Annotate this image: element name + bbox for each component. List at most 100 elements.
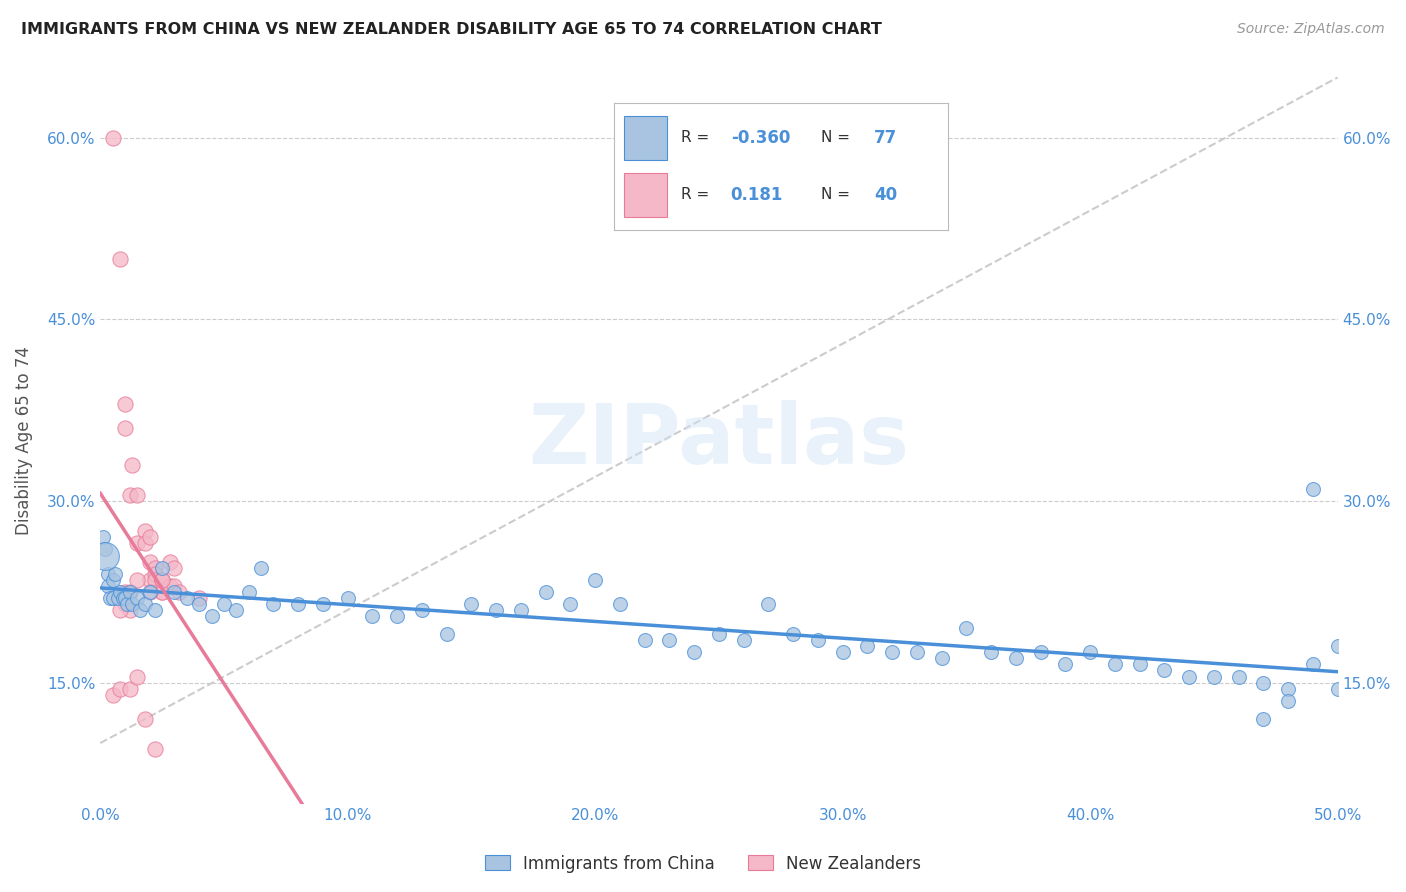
Point (150, 573, 173, 587)
Point (121, 597, 143, 611)
Point (163, 584, 186, 599)
Point (1253, 712, 1275, 726)
Point (127, 591, 149, 605)
Point (1277, 681, 1299, 696)
Point (159, 555, 181, 569)
Point (150, 573, 173, 587)
Point (312, 597, 335, 611)
Point (98, 591, 121, 605)
Point (134, 597, 156, 611)
Point (707, 627, 730, 641)
Point (139, 530, 162, 544)
Point (1178, 669, 1201, 683)
Point (460, 597, 482, 611)
Point (117, 597, 139, 611)
Point (212, 597, 235, 611)
Point (94, 549, 117, 563)
Point (134, 524, 156, 539)
Point (250, 560, 273, 574)
Point (134, 536, 156, 550)
Point (263, 597, 285, 611)
Point (114, 597, 136, 611)
Point (188, 597, 211, 611)
Point (1104, 657, 1126, 672)
Point (143, 566, 166, 581)
Point (1326, 681, 1348, 696)
Point (387, 609, 409, 624)
Text: IMMIGRANTS FROM CHINA VS NEW ZEALANDER DISABILITY AGE 65 TO 74 CORRELATION CHART: IMMIGRANTS FROM CHINA VS NEW ZEALANDER D… (21, 22, 882, 37)
Point (1302, 657, 1324, 672)
Point (931, 651, 953, 665)
Point (176, 591, 198, 605)
Point (143, 742, 166, 756)
Point (560, 597, 582, 611)
Point (150, 584, 173, 599)
Point (101, 573, 124, 587)
Point (139, 584, 162, 599)
Point (336, 591, 359, 605)
Point (238, 584, 260, 599)
Point (118, 584, 141, 599)
Point (139, 584, 162, 599)
Point (139, 573, 162, 587)
Point (97, 566, 120, 581)
Point (634, 633, 657, 648)
Point (201, 609, 224, 624)
Point (94, 542, 117, 557)
Point (683, 645, 706, 659)
Point (114, 421, 136, 435)
Point (1054, 657, 1077, 672)
Point (118, 584, 141, 599)
Point (188, 591, 211, 605)
Point (658, 633, 681, 648)
Point (1277, 694, 1299, 708)
Point (609, 597, 631, 611)
Point (139, 555, 162, 569)
Point (108, 584, 131, 599)
Point (101, 688, 124, 702)
Point (1005, 651, 1028, 665)
Point (485, 603, 508, 617)
Y-axis label: Disability Age 65 to 74: Disability Age 65 to 74 (15, 346, 32, 535)
Point (150, 573, 173, 587)
Point (163, 579, 186, 593)
Point (1202, 669, 1225, 683)
Point (101, 591, 124, 605)
Point (127, 669, 149, 683)
Point (111, 591, 134, 605)
Point (118, 603, 141, 617)
Point (758, 597, 780, 611)
Point (856, 640, 879, 654)
Point (980, 645, 1002, 659)
Point (127, 488, 149, 502)
Point (583, 573, 606, 587)
Point (955, 621, 977, 635)
Point (1129, 657, 1152, 672)
Point (159, 579, 181, 593)
Point (1326, 640, 1348, 654)
Point (101, 131, 124, 145)
Point (534, 584, 557, 599)
Point (127, 573, 149, 587)
Point (150, 584, 173, 599)
Point (1153, 664, 1175, 678)
Legend: Immigrants from China, New Zealanders: Immigrants from China, New Zealanders (478, 848, 928, 880)
Point (143, 573, 166, 587)
Point (150, 560, 173, 574)
Point (114, 591, 136, 605)
Point (108, 681, 131, 696)
Point (143, 603, 166, 617)
Text: Source: ZipAtlas.com: Source: ZipAtlas.com (1237, 22, 1385, 37)
Point (118, 488, 141, 502)
Point (831, 645, 853, 659)
Point (121, 458, 143, 472)
Point (127, 536, 149, 550)
Point (1253, 675, 1275, 690)
Point (1078, 645, 1101, 659)
Point (287, 597, 309, 611)
Point (91, 530, 114, 544)
Point (169, 584, 191, 599)
Point (1029, 645, 1052, 659)
Point (361, 609, 384, 624)
Point (163, 560, 186, 574)
